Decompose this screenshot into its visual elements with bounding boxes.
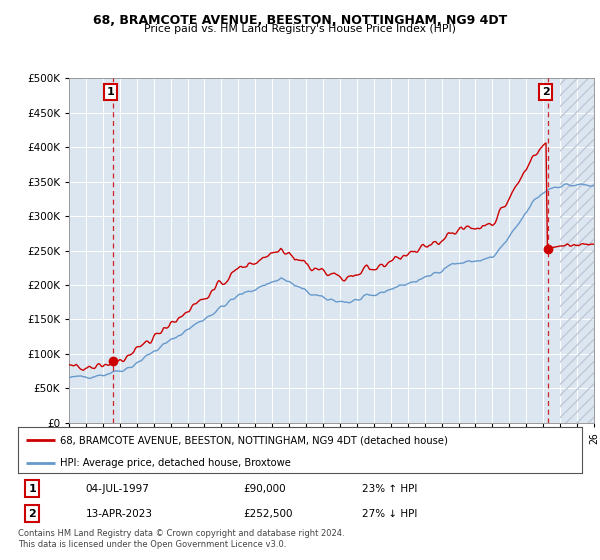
Text: Price paid vs. HM Land Registry's House Price Index (HPI): Price paid vs. HM Land Registry's House … [144, 24, 456, 34]
Text: 04-JUL-1997: 04-JUL-1997 [86, 484, 149, 493]
Text: 2: 2 [542, 87, 550, 97]
Text: HPI: Average price, detached house, Broxtowe: HPI: Average price, detached house, Brox… [60, 458, 291, 468]
Text: 1: 1 [106, 87, 114, 97]
Text: 68, BRAMCOTE AVENUE, BEESTON, NOTTINGHAM, NG9 4DT (detached house): 68, BRAMCOTE AVENUE, BEESTON, NOTTINGHAM… [60, 435, 448, 445]
Text: £252,500: £252,500 [244, 509, 293, 519]
Text: 27% ↓ HPI: 27% ↓ HPI [362, 509, 418, 519]
Text: £90,000: £90,000 [244, 484, 286, 493]
Text: 1: 1 [28, 484, 36, 493]
Text: 68, BRAMCOTE AVENUE, BEESTON, NOTTINGHAM, NG9 4DT: 68, BRAMCOTE AVENUE, BEESTON, NOTTINGHAM… [93, 14, 507, 27]
Text: 23% ↑ HPI: 23% ↑ HPI [362, 484, 418, 493]
Text: 2: 2 [28, 509, 36, 519]
Text: 13-APR-2023: 13-APR-2023 [86, 509, 152, 519]
Text: Contains HM Land Registry data © Crown copyright and database right 2024.
This d: Contains HM Land Registry data © Crown c… [18, 529, 344, 549]
